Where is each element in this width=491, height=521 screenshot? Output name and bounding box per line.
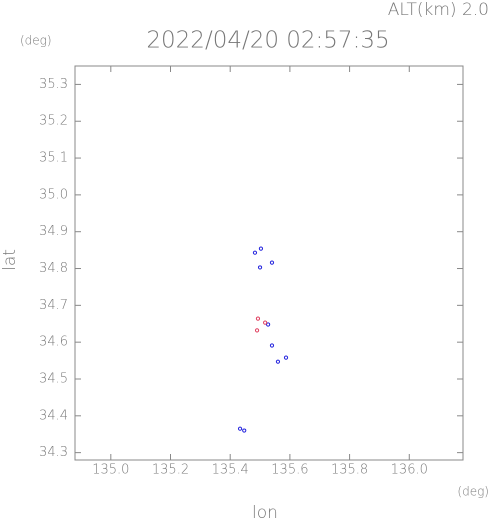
point <box>254 328 260 333</box>
x-tick-label: 135.6 <box>271 463 308 478</box>
point <box>283 355 289 360</box>
point <box>269 343 275 348</box>
x-tick-label: 135.2 <box>152 463 189 478</box>
x-tick-label: 135.0 <box>92 463 129 478</box>
annotation: ALT(km) 2.0 <box>388 0 489 20</box>
y-tick-label: 34.7 <box>39 298 68 313</box>
point <box>252 250 258 255</box>
chart-title: 2022/04/20 02:57:35 <box>146 28 389 54</box>
point <box>258 246 264 251</box>
y-tick-label: 34.4 <box>39 408 68 423</box>
point <box>237 426 243 431</box>
point <box>275 359 281 364</box>
y-tick-label: 35.0 <box>39 187 68 202</box>
y-tick-label: 34.8 <box>39 261 68 276</box>
point <box>263 320 268 325</box>
point <box>257 265 263 270</box>
y-tick-label: 34.3 <box>39 445 68 460</box>
plot-frame <box>74 65 464 461</box>
y-tick-label: 35.1 <box>39 151 68 166</box>
x-tick-label: 135.4 <box>212 463 249 478</box>
y-unit: (deg) <box>20 34 52 48</box>
point <box>255 316 261 321</box>
x-tick-label: 136.0 <box>391 463 428 478</box>
y-axis-label: lat <box>0 249 20 271</box>
x-tick-label: 135.8 <box>331 463 368 478</box>
y-tick-label: 34.5 <box>39 371 68 386</box>
point <box>266 322 271 327</box>
point <box>269 260 275 265</box>
x-unit: (deg) <box>457 485 489 499</box>
x-axis-label: lon <box>252 503 278 521</box>
y-tick-label: 35.3 <box>39 77 68 92</box>
point <box>242 428 247 433</box>
y-tick-label: 35.2 <box>39 114 68 129</box>
y-tick-label: 34.9 <box>39 224 68 239</box>
y-tick-label: 34.6 <box>39 335 68 350</box>
